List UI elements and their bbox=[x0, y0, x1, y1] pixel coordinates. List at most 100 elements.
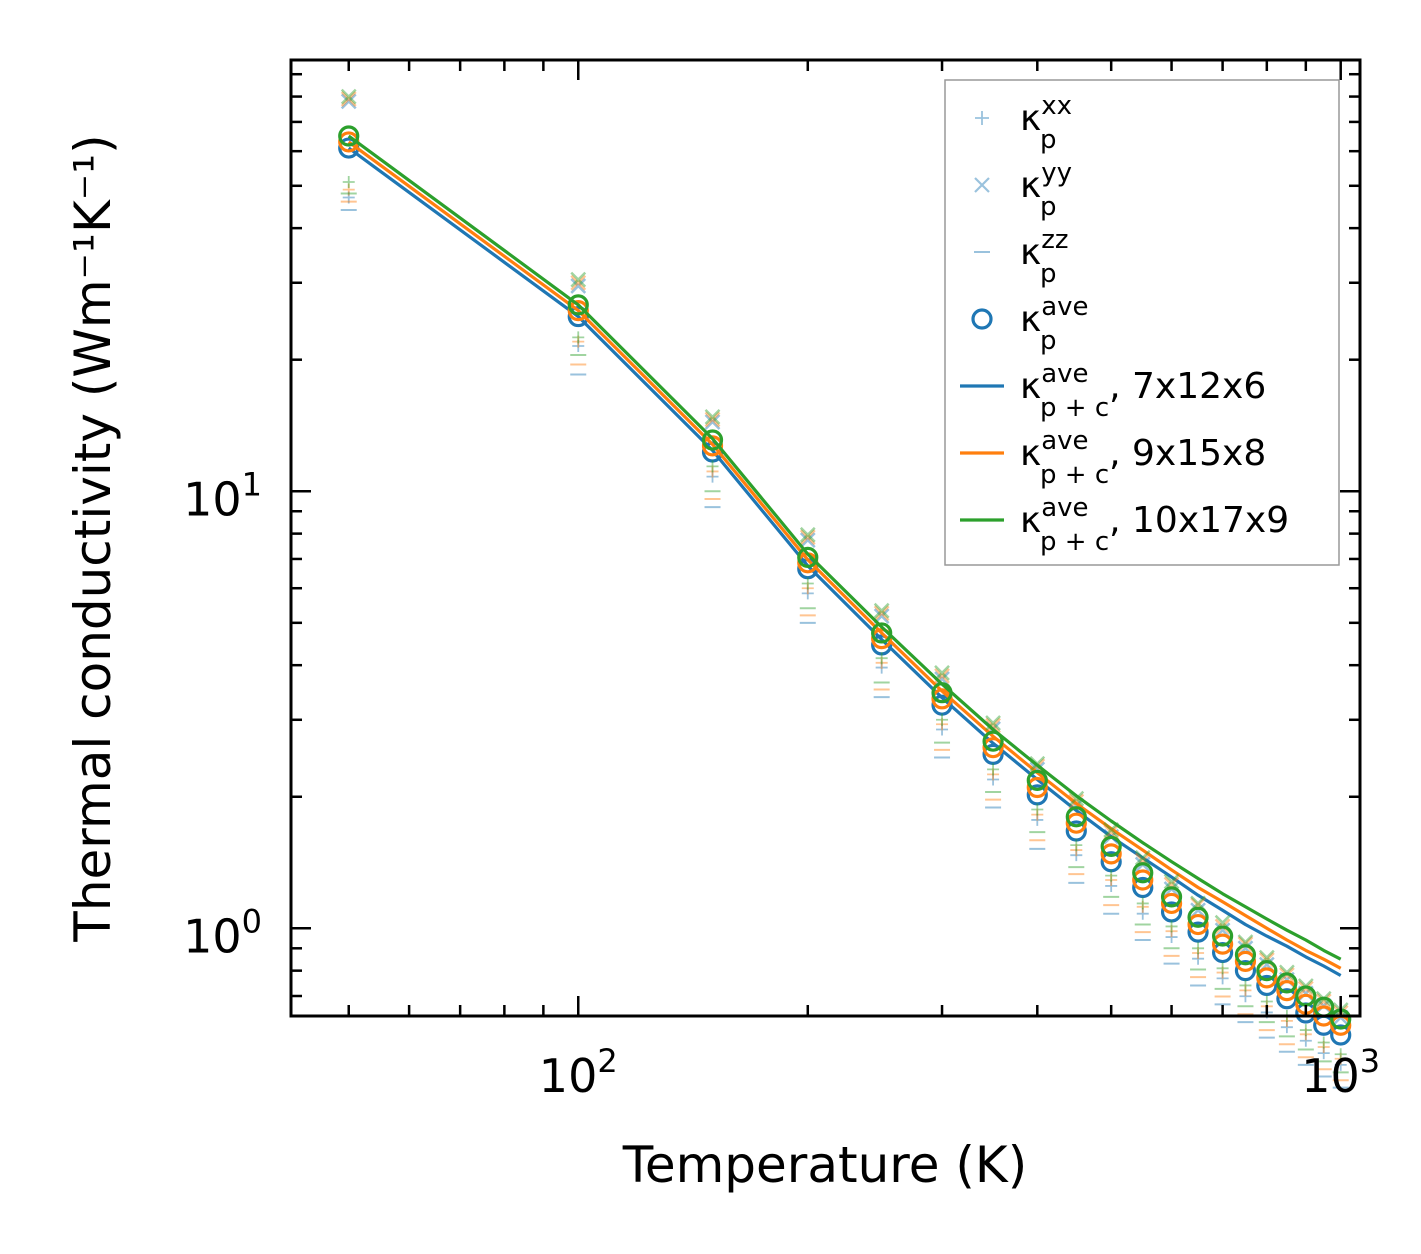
kp-yy-point bbox=[1190, 902, 1206, 919]
kp-ave-point bbox=[1026, 776, 1048, 799]
kp-xx-point bbox=[801, 582, 814, 595]
kp-xx-point bbox=[342, 183, 355, 196]
kp-ave-point bbox=[1026, 769, 1048, 791]
kp-yy-point bbox=[1315, 993, 1332, 1010]
kp-ave-point bbox=[338, 125, 360, 147]
kp-ave-point bbox=[1212, 933, 1234, 955]
kp-ave-point bbox=[1160, 886, 1183, 908]
kp-ave-point bbox=[1276, 972, 1298, 994]
legend-label: κzz p bbox=[1020, 225, 1069, 289]
kp-xx-point bbox=[1031, 813, 1044, 826]
kp-yy-point bbox=[704, 408, 721, 425]
kp-xx-point bbox=[987, 773, 1000, 786]
axis-ticks bbox=[291, 60, 1360, 1016]
kp-xx-point bbox=[1334, 1048, 1347, 1061]
kp-xx-point bbox=[936, 718, 949, 731]
kp-ave-point bbox=[1212, 925, 1234, 947]
kp-ave-point bbox=[1026, 784, 1048, 806]
kp-ave-point bbox=[797, 546, 819, 568]
kp-ave-point bbox=[931, 682, 953, 704]
kp-xx-point bbox=[572, 335, 585, 348]
legend-label: κave p bbox=[1020, 292, 1089, 356]
kp-xx-point bbox=[1299, 1024, 1312, 1037]
kp-yy-point bbox=[570, 271, 587, 288]
kp-yy-point bbox=[340, 93, 357, 110]
kp-xx-point bbox=[987, 763, 1000, 776]
kp-ave-point bbox=[1160, 901, 1183, 923]
kp-yy-point bbox=[799, 532, 816, 549]
kp-xx-point bbox=[1334, 1058, 1347, 1071]
kp-ave-point bbox=[1100, 851, 1122, 873]
kp-ave-point bbox=[1256, 967, 1278, 989]
y-axis-label: Thermal conductivity (Wm⁻¹K⁻¹) bbox=[64, 134, 122, 942]
y-tick-label: 101 bbox=[183, 465, 262, 526]
kp-yy-point bbox=[985, 715, 1001, 731]
kp-xx-point bbox=[1192, 952, 1205, 965]
x-tick-label: 102 bbox=[539, 1042, 618, 1103]
kp-yy-point bbox=[1134, 849, 1151, 866]
kp-xx-point bbox=[706, 460, 719, 473]
kp-xx-point bbox=[1239, 979, 1252, 992]
kp-xx-point bbox=[342, 176, 355, 189]
kp-ave-point bbox=[1132, 869, 1154, 891]
kp-xx-point bbox=[936, 723, 949, 736]
kp-xx-point bbox=[706, 470, 719, 483]
legend-x-marker bbox=[974, 177, 990, 193]
kp-xx-point bbox=[1317, 1036, 1330, 1049]
legend-plus-marker bbox=[975, 111, 989, 125]
kp-ave-point bbox=[567, 300, 589, 322]
kp-yy-point bbox=[340, 88, 357, 105]
kp-yy-point bbox=[1068, 793, 1085, 810]
kp-xx-point bbox=[1216, 966, 1229, 979]
kp-ave-point bbox=[1065, 812, 1087, 834]
legend-entry: κyy p bbox=[974, 158, 1072, 222]
kp-ave-point bbox=[1234, 950, 1257, 972]
legend-entry: κxx p bbox=[975, 91, 1072, 155]
kp-xx-point bbox=[801, 587, 814, 600]
kp-xx-point bbox=[1070, 849, 1083, 862]
kp-xx-point bbox=[1165, 920, 1178, 933]
kp-yy-point bbox=[1103, 824, 1120, 840]
kp-xx-point bbox=[1317, 1041, 1330, 1054]
legend-entry: κave p + c, 7x12x6 bbox=[960, 359, 1266, 423]
kp-xx-point bbox=[1317, 1047, 1330, 1060]
kp-xx-point bbox=[1031, 808, 1044, 821]
kp-xx-point bbox=[1299, 1028, 1312, 1041]
kp-ave-point bbox=[1256, 960, 1278, 982]
kp-xx-point bbox=[987, 768, 1000, 781]
kp-xx-point bbox=[1136, 897, 1149, 910]
kp-xx-point bbox=[1192, 942, 1205, 955]
kp-ave-point bbox=[1256, 974, 1278, 997]
kp-xx-point bbox=[1165, 925, 1178, 938]
kp-yy-point bbox=[1163, 873, 1180, 890]
kp-xx-point bbox=[1334, 1052, 1347, 1065]
kp-xx-point bbox=[1105, 873, 1118, 886]
y-tick-label: 100 bbox=[183, 902, 262, 963]
kp-ave-point bbox=[567, 294, 589, 316]
kp-xx-point bbox=[1239, 984, 1252, 997]
kp-xx-point bbox=[1105, 869, 1118, 882]
kp-xx-point bbox=[1192, 946, 1205, 959]
kp-ave-point bbox=[567, 305, 589, 328]
kp-xx-point bbox=[572, 339, 585, 352]
legend-entry: κave p + c, 10x17x9 bbox=[960, 493, 1289, 557]
kp-ave-point bbox=[1132, 862, 1154, 884]
kp-ave-point bbox=[1100, 835, 1122, 857]
kp-ave-point bbox=[1065, 820, 1087, 842]
x-axis-label: Temperature (K) bbox=[622, 1136, 1027, 1194]
kp-ave-point bbox=[1187, 921, 1209, 943]
kp-xx-point bbox=[706, 465, 719, 478]
kp-ave-point bbox=[1330, 1024, 1352, 1046]
kp-yy-point bbox=[873, 605, 890, 622]
kp-ave-point bbox=[1160, 892, 1183, 915]
kp-yy-point bbox=[704, 411, 721, 428]
kp-xx-point bbox=[1136, 900, 1149, 913]
kp-yy-point bbox=[873, 602, 890, 619]
kp-ave-point bbox=[1100, 843, 1122, 865]
kp-yy-point bbox=[704, 414, 721, 430]
kpc-ave-line-9x15x8 bbox=[347, 140, 1342, 970]
plot-frame bbox=[289, 58, 1362, 1018]
x-tick-label: 103 bbox=[1301, 1042, 1380, 1103]
legend-entry: κave p bbox=[971, 292, 1089, 356]
